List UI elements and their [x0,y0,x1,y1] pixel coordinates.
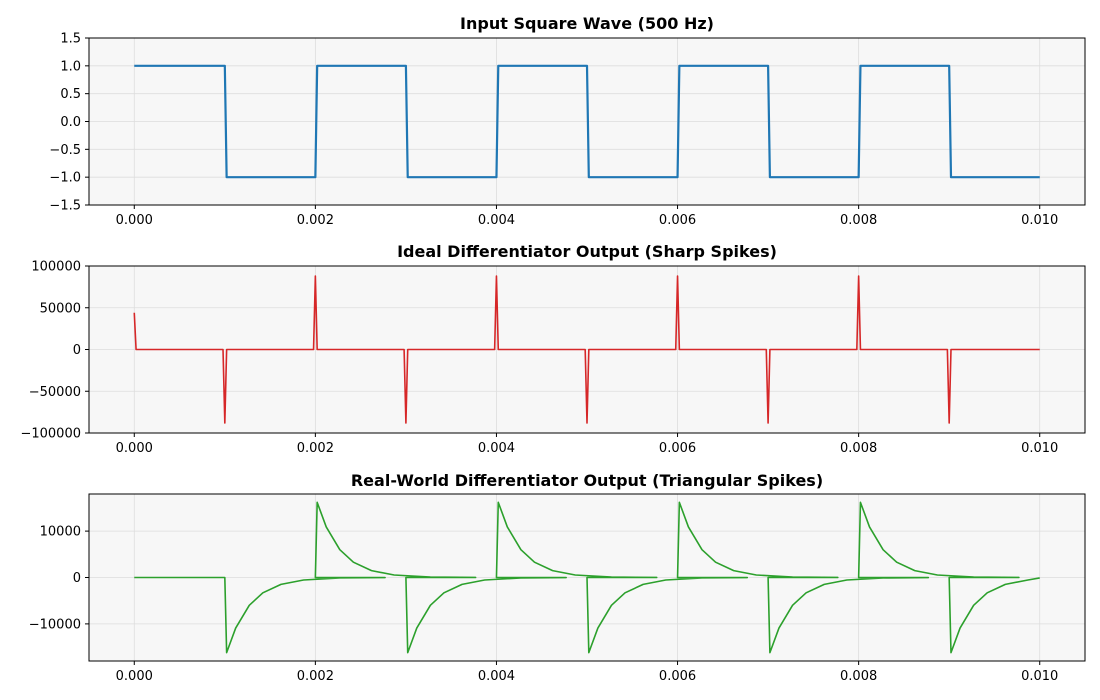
x-tick-label: 0.006 [659,669,696,684]
x-tick-label: 0.000 [116,441,153,456]
y-tick-label: 0 [73,571,81,586]
series-line [133,275,1040,424]
chart-title: Input Square Wave (500 Hz) [460,14,714,33]
y-tick-label: 10000 [40,525,81,540]
x-tick-label: 0.010 [1021,669,1058,684]
y-tick-label: 100000 [31,260,81,275]
y-tick-label: 0 [73,343,81,358]
y-tick-label: −10000 [29,617,81,632]
x-tick-label: 0.004 [478,669,515,684]
x-tick-label: 0.004 [478,213,515,228]
subplot-ideal-differentiator: Ideal Differentiator Output (Sharp Spike… [20,242,1086,456]
y-tick-label: 50000 [40,301,81,316]
y-tick-label: 0.0 [60,115,81,130]
y-tick-label: −1.5 [49,199,81,214]
series-line [134,64,1040,179]
y-tick-label: 0.5 [60,87,81,102]
y-tick-label: 1.5 [60,32,81,47]
subplot-real-world-differentiator: Real-World Differentiator Output (Triang… [29,471,1086,684]
chart-title: Ideal Differentiator Output (Sharp Spike… [397,242,777,261]
x-tick-label: 0.010 [1021,213,1058,228]
y-tick-label: 1.0 [60,59,81,74]
y-tick-label: −50000 [29,385,81,400]
y-tick-label: −1.0 [49,171,81,186]
series-line [134,501,1040,654]
x-tick-label: 0.002 [297,213,334,228]
subplot-input-square-wave: Input Square Wave (500 Hz) 0.000 0.002 0.0… [49,14,1086,228]
x-tick-label: 0.008 [840,213,877,228]
x-tick-label: 0.002 [297,669,334,684]
y-tick-label: −100000 [20,427,81,442]
x-tick-label: 0.006 [659,441,696,456]
x-tick-label: 0.000 [116,669,153,684]
x-tick-label: 0.000 [116,213,153,228]
x-tick-label: 0.002 [297,441,334,456]
chart-title: Real-World Differentiator Output (Triang… [351,471,823,490]
y-tick-label: −0.5 [49,143,81,158]
x-tick-label: 0.004 [478,441,515,456]
x-tick-label: 0.008 [840,441,877,456]
x-tick-label: 0.010 [1021,441,1058,456]
x-tick-label: 0.008 [840,669,877,684]
x-tick-label: 0.006 [659,213,696,228]
